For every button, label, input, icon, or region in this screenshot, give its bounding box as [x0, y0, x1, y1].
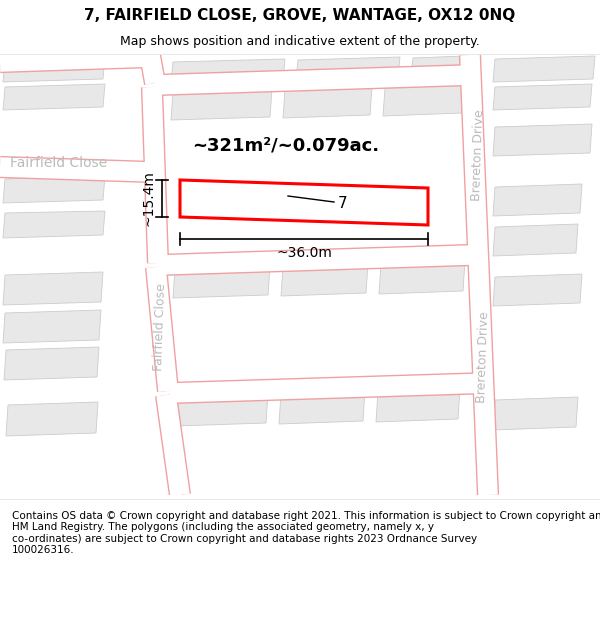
Polygon shape — [411, 56, 465, 78]
Polygon shape — [383, 85, 464, 116]
Polygon shape — [6, 402, 98, 436]
Polygon shape — [4, 347, 99, 380]
Polygon shape — [180, 180, 428, 225]
Polygon shape — [3, 84, 105, 110]
Polygon shape — [171, 89, 272, 120]
Polygon shape — [279, 390, 365, 424]
Text: Map shows position and indicative extent of the property.: Map shows position and indicative extent… — [120, 35, 480, 48]
Polygon shape — [3, 310, 101, 343]
Text: Fairfield Close: Fairfield Close — [152, 283, 168, 371]
Text: ~321m²/~0.079ac.: ~321m²/~0.079ac. — [192, 136, 379, 154]
Polygon shape — [176, 392, 268, 426]
Polygon shape — [493, 397, 578, 430]
Polygon shape — [281, 263, 368, 296]
Text: Fairfield Close: Fairfield Close — [10, 156, 107, 170]
Polygon shape — [493, 274, 582, 306]
Polygon shape — [3, 56, 105, 82]
Polygon shape — [3, 272, 103, 305]
Polygon shape — [379, 261, 465, 294]
Polygon shape — [493, 224, 578, 256]
Text: 7, FAIRFIELD CLOSE, GROVE, WANTAGE, OX12 0NQ: 7, FAIRFIELD CLOSE, GROVE, WANTAGE, OX12… — [85, 8, 515, 23]
Text: Contains OS data © Crown copyright and database right 2021. This information is : Contains OS data © Crown copyright and d… — [12, 511, 600, 556]
Polygon shape — [493, 84, 592, 110]
Polygon shape — [283, 87, 372, 118]
Polygon shape — [296, 57, 400, 80]
Polygon shape — [376, 388, 460, 422]
Polygon shape — [493, 184, 582, 216]
Text: 7: 7 — [338, 196, 347, 211]
Text: Brereton Drive: Brereton Drive — [470, 109, 486, 201]
Polygon shape — [3, 176, 105, 203]
Polygon shape — [3, 211, 105, 238]
Polygon shape — [171, 59, 285, 82]
Polygon shape — [493, 56, 595, 82]
Text: ~15.4m: ~15.4m — [141, 171, 155, 226]
Polygon shape — [493, 124, 592, 156]
Text: ~36.0m: ~36.0m — [276, 246, 332, 260]
Text: Brereton Drive: Brereton Drive — [475, 311, 491, 403]
Polygon shape — [173, 265, 270, 298]
